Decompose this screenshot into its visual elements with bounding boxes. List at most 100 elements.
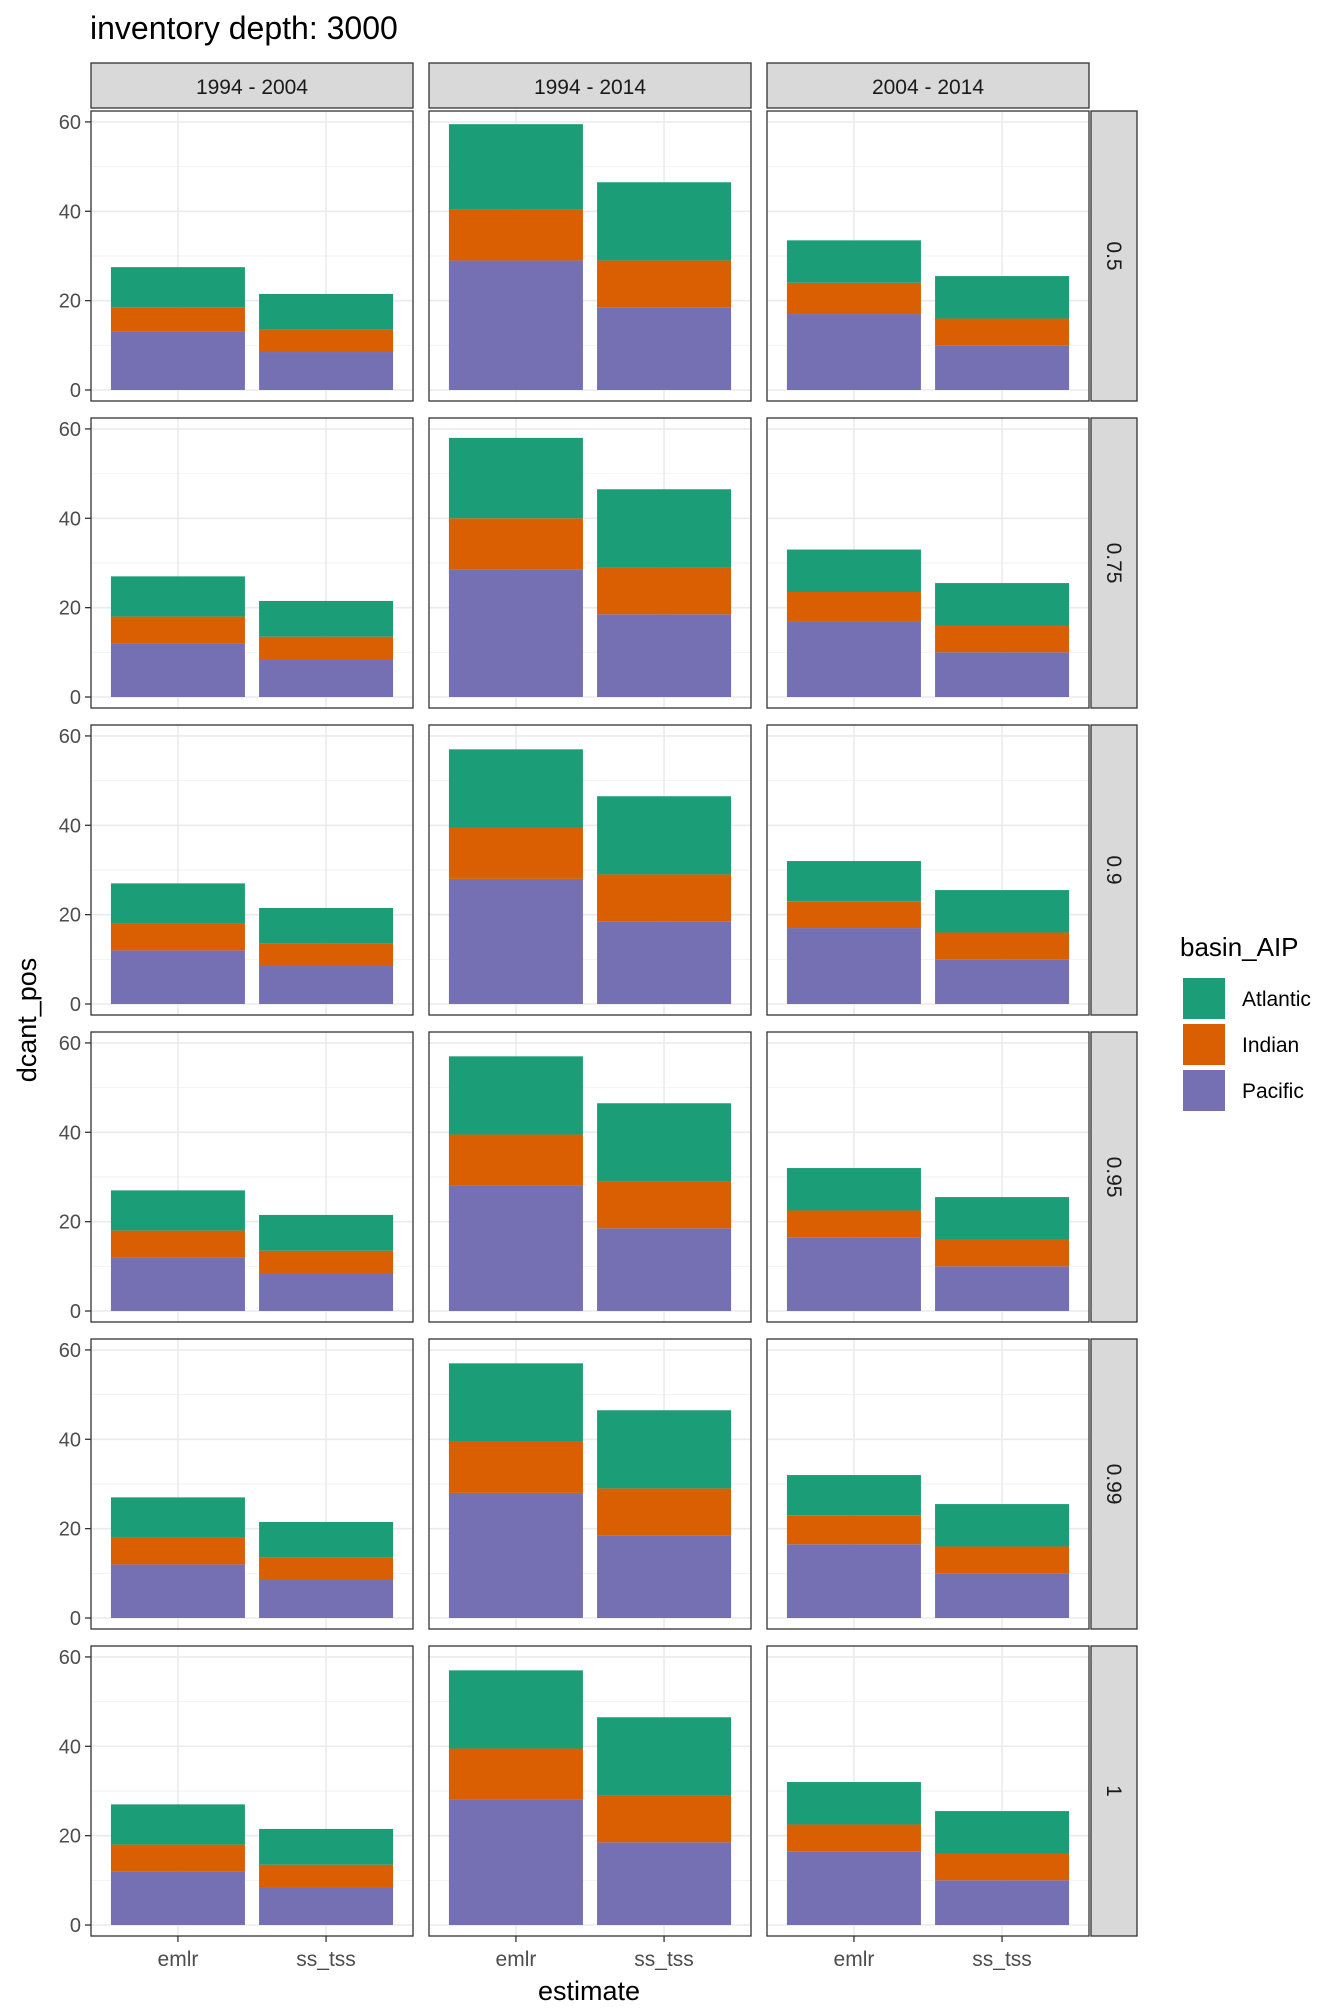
bar-segment-pacific — [786, 928, 921, 1004]
panel-border — [90, 1645, 414, 1937]
bar-segment-pacific — [448, 1492, 583, 1618]
bar-segment-indian — [786, 901, 921, 929]
bar-segment-pacific — [786, 314, 921, 390]
bar-segment-pacific — [259, 352, 394, 390]
bar-segment-indian — [448, 518, 583, 570]
y-tick-label: 40 — [59, 1122, 81, 1144]
legend-label: Atlantic — [1242, 988, 1311, 1011]
bar-segment-pacific — [786, 1544, 921, 1618]
bar-segment-indian — [935, 318, 1070, 346]
bar-segment-pacific — [786, 1851, 921, 1925]
bar-segment-atlantic — [597, 1410, 732, 1489]
y-tick-label: 20 — [59, 1212, 81, 1234]
row-strip-label: 0.99 — [1102, 1464, 1125, 1505]
bar-segment-indian — [786, 282, 921, 315]
bar-segment-pacific — [448, 1799, 583, 1925]
bar-segment-indian — [935, 1239, 1070, 1267]
bar-segment-indian — [259, 636, 394, 660]
panel-border — [428, 1031, 752, 1323]
bar-segment-indian — [597, 1795, 732, 1843]
bar-segment-atlantic — [259, 1828, 394, 1865]
panel-border — [90, 724, 414, 1016]
row-strip-label: 0.9 — [1102, 855, 1125, 884]
bar-segment-pacific — [597, 307, 732, 390]
bar-segment-pacific — [597, 1228, 732, 1311]
bar-segment-pacific — [110, 1871, 245, 1925]
y-tick-label: 20 — [59, 905, 81, 927]
bar-segment-atlantic — [786, 240, 921, 283]
bar-segment-indian — [448, 1441, 583, 1493]
bar-segment-atlantic — [110, 883, 245, 924]
y-tick-label: 60 — [59, 1033, 81, 1055]
bar-segment-atlantic — [448, 1056, 583, 1135]
bar-segment-atlantic — [597, 796, 732, 875]
bar-segment-atlantic — [597, 1717, 732, 1796]
panel-border — [90, 1338, 414, 1630]
bar-segment-atlantic — [786, 1475, 921, 1516]
bar-segment-indian — [597, 874, 732, 922]
row-strip — [1090, 724, 1138, 1016]
y-tick-label: 40 — [59, 815, 81, 837]
row-strip — [1090, 1645, 1138, 1937]
y-tick-label: 0 — [70, 1608, 81, 1630]
y-tick-label: 0 — [70, 380, 81, 402]
bar-segment-indian — [597, 1181, 732, 1229]
y-tick-label: 40 — [59, 508, 81, 530]
bar-segment-atlantic — [110, 576, 245, 617]
bar-segment-indian — [259, 1557, 394, 1581]
bar-segment-pacific — [259, 1580, 394, 1618]
legend: basin_AIP Atlantic Indian Pacific — [1180, 932, 1311, 1111]
bar-segment-pacific — [935, 345, 1070, 390]
legend-key-atlantic — [1183, 978, 1225, 1019]
bar-segment-pacific — [110, 331, 245, 390]
bar-segment-pacific — [259, 659, 394, 697]
bar-segment-atlantic — [935, 1504, 1070, 1547]
y-tick-label: 0 — [70, 1301, 81, 1323]
y-tick-label: 20 — [59, 1826, 81, 1848]
bar-segment-atlantic — [110, 267, 245, 308]
bar-segment-atlantic — [259, 907, 394, 944]
bar-segment-atlantic — [259, 293, 394, 330]
y-tick-label: 0 — [70, 1915, 81, 1937]
bar-segment-pacific — [597, 614, 732, 697]
y-tick-label: 20 — [59, 291, 81, 313]
bar-segment-atlantic — [597, 182, 732, 261]
bar-segment-atlantic — [786, 861, 921, 902]
bar-segment-indian — [448, 1748, 583, 1800]
bar-segment-pacific — [259, 966, 394, 1004]
bar-segment-atlantic — [110, 1497, 245, 1538]
bar-segment-pacific — [110, 1257, 245, 1311]
col-strip — [766, 62, 1090, 109]
legend-key-pacific — [1183, 1070, 1225, 1111]
bar-segment-atlantic — [448, 749, 583, 828]
panel-border — [428, 110, 752, 402]
y-axis-title: dcant_pos — [12, 958, 42, 1083]
bar-segment-atlantic — [786, 1168, 921, 1211]
x-tick-label: emlr — [496, 1948, 537, 1971]
bar-segment-atlantic — [786, 1782, 921, 1825]
bar-segment-indian — [786, 1515, 921, 1545]
panel-border — [766, 1031, 1090, 1323]
x-tick-label: ss_tss — [634, 1948, 694, 1971]
y-tick-label: 40 — [59, 201, 81, 223]
x-tick-label: ss_tss — [296, 1948, 356, 1971]
bar-segment-atlantic — [448, 124, 583, 210]
bar-segment-indian — [110, 307, 245, 332]
bar-segment-atlantic — [935, 1197, 1070, 1240]
panel-border — [766, 110, 1090, 402]
y-tick-label: 20 — [59, 598, 81, 620]
panel-border — [428, 724, 752, 1016]
row-strip-label: 0.75 — [1102, 543, 1125, 584]
panel-border — [766, 724, 1090, 1016]
bar-segment-indian — [259, 943, 394, 967]
bar-segment-atlantic — [259, 1214, 394, 1251]
bar-segment-pacific — [597, 921, 732, 1004]
y-tick-label: 40 — [59, 1736, 81, 1758]
bar-segment-indian — [597, 1488, 732, 1536]
y-tick-label: 20 — [59, 1519, 81, 1541]
y-tick-label: 0 — [70, 687, 81, 709]
bar-segment-atlantic — [448, 1670, 583, 1749]
bar-segment-atlantic — [448, 1363, 583, 1442]
bar-segment-pacific — [110, 950, 245, 1004]
bar-segment-atlantic — [597, 1103, 732, 1182]
